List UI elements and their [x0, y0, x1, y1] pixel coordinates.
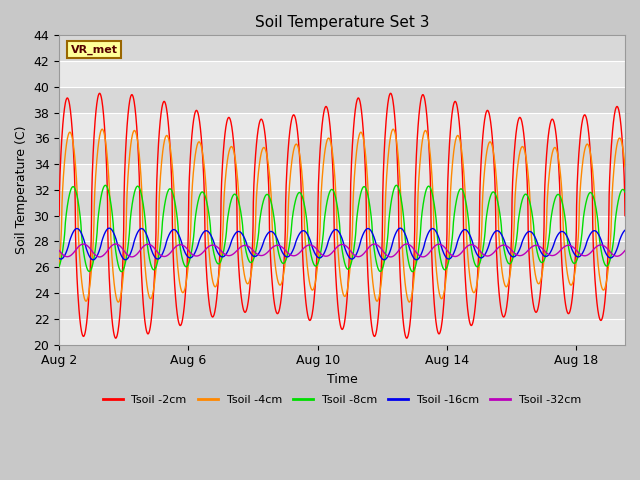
Bar [59, 113, 625, 138]
Bar [59, 293, 625, 319]
Bar [59, 164, 625, 190]
Bar [59, 61, 625, 87]
Bar [59, 216, 625, 241]
Bar [59, 36, 625, 61]
Bar [59, 319, 625, 345]
Bar [59, 241, 625, 267]
Y-axis label: Soil Temperature (C): Soil Temperature (C) [15, 126, 28, 254]
Bar [59, 87, 625, 113]
X-axis label: Time: Time [326, 373, 358, 386]
Bar [59, 190, 625, 216]
Bar [59, 138, 625, 164]
Bar [59, 267, 625, 293]
Title: Soil Temperature Set 3: Soil Temperature Set 3 [255, 15, 429, 30]
Text: VR_met: VR_met [70, 45, 118, 55]
Legend: Tsoil -2cm, Tsoil -4cm, Tsoil -8cm, Tsoil -16cm, Tsoil -32cm: Tsoil -2cm, Tsoil -4cm, Tsoil -8cm, Tsoi… [98, 390, 586, 409]
